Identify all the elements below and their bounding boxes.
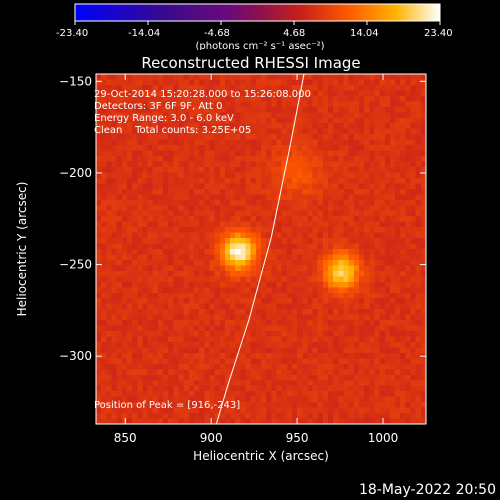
colorbar-units-label: (photons cm⁻² s⁻¹ asec⁻²) bbox=[195, 41, 324, 50]
x-axis: 850 900 950 1000 bbox=[114, 74, 399, 445]
colorbar-ticks bbox=[74, 21, 441, 25]
colorbar-tick-label: -14.04 bbox=[128, 28, 160, 39]
x-tick-label: 850 bbox=[114, 431, 137, 445]
annotation-time: 29-Oct-2014 15:20:28.000 to 15:26:08.000 bbox=[94, 89, 311, 100]
x-tick-label: 900 bbox=[200, 431, 223, 445]
x-tick-label: 950 bbox=[286, 431, 309, 445]
colorbar-tick-label: 23.40 bbox=[424, 28, 453, 39]
colorbar-gradient bbox=[74, 3, 441, 22]
annotation-detectors: Detectors: 3F 6F 9F, Att 0 bbox=[94, 101, 222, 112]
colorbar: -23.40 -14.04 -4.68 4.68 14.04 23.40 (ph… bbox=[56, 3, 453, 50]
annotation-energy: Energy Range: 3.0 - 6.0 keV bbox=[94, 113, 234, 124]
colorbar-tick-label: 4.68 bbox=[283, 28, 305, 39]
plot-frame bbox=[95, 73, 427, 425]
y-tick-label: −300 bbox=[59, 349, 92, 363]
timestamp: 18-May-2022 20:50 bbox=[358, 482, 496, 498]
solar-limb-curve bbox=[215, 73, 305, 425]
y-tick-label: −250 bbox=[59, 258, 92, 272]
x-axis-label: Heliocentric X (arcsec) bbox=[193, 449, 329, 463]
y-axis-label: Heliocentric Y (arcsec) bbox=[15, 182, 29, 317]
plot-area bbox=[95, 73, 427, 425]
colorbar-tick-label: 14.04 bbox=[350, 28, 379, 39]
heatmap-image bbox=[96, 74, 426, 424]
peak-position-label: Position of Peak = [916,-243] bbox=[94, 400, 240, 411]
y-tick-label: −150 bbox=[59, 74, 92, 88]
y-axis: −150 −200 −250 −300 bbox=[59, 74, 426, 363]
annotation-clean: Clean Total counts: 3.25E+05 bbox=[94, 125, 251, 136]
colorbar-tick-label: -23.40 bbox=[56, 28, 88, 39]
chart-title: Reconstructed RHESSI Image bbox=[141, 54, 360, 72]
colorbar-tick-label: -4.68 bbox=[204, 28, 230, 39]
x-tick-label: 1000 bbox=[368, 431, 399, 445]
y-tick-label: −200 bbox=[59, 166, 92, 180]
